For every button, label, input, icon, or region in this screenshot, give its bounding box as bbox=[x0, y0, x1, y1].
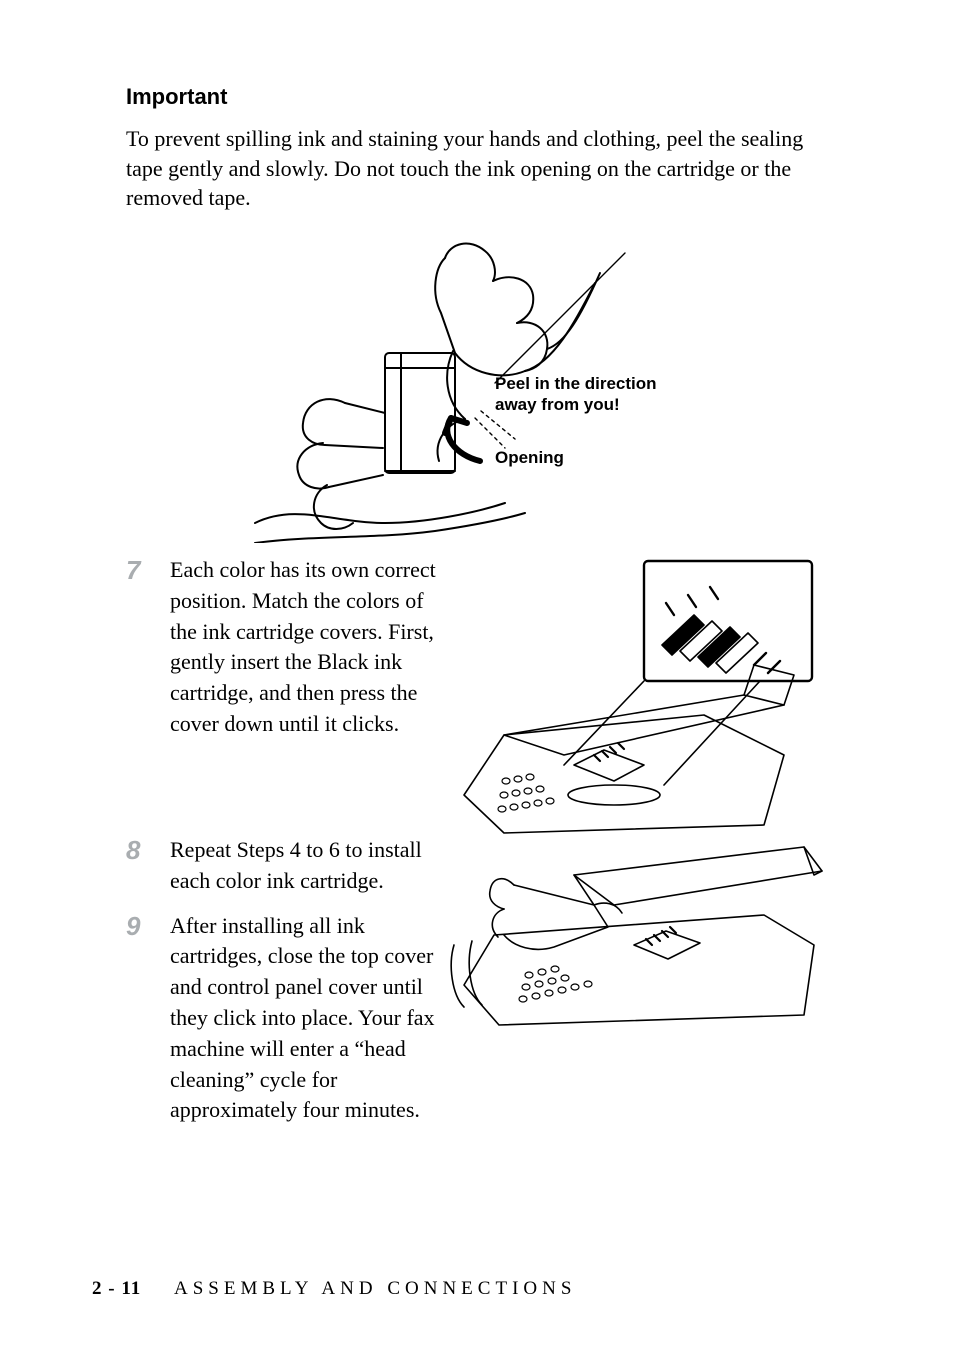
step-7-number: 7 bbox=[126, 557, 152, 583]
step-8-9-block: 8 Repeat Steps 4 to 6 to install each co… bbox=[126, 835, 824, 1132]
figure-peel-tape: Peel in the direction away from you! Ope… bbox=[195, 223, 755, 543]
page-number: 2 - 11 bbox=[92, 1278, 141, 1299]
step-9-text: After installing all ink cartridges, clo… bbox=[170, 911, 436, 1127]
intro-paragraph: To prevent spilling ink and staining you… bbox=[126, 124, 824, 213]
step-7-block: 7 Each color has its own correct positio… bbox=[126, 555, 824, 835]
figure-close-cover bbox=[444, 835, 824, 1035]
callout-peel-direction: Peel in the direction away from you! bbox=[495, 373, 695, 416]
page-footer: 2 - 11 ASSEMBLY AND CONNECTIONS bbox=[92, 1278, 576, 1300]
step-8-text: Repeat Steps 4 to 6 to install each colo… bbox=[170, 835, 436, 897]
step-7-text: Each color has its own correct position.… bbox=[170, 555, 436, 740]
important-heading: Important bbox=[126, 84, 824, 110]
section-title: ASSEMBLY AND CONNECTIONS bbox=[174, 1278, 576, 1299]
step-8-number: 8 bbox=[126, 837, 152, 863]
callout-opening: Opening bbox=[495, 447, 564, 468]
figure-insert-cartridge bbox=[444, 555, 824, 835]
step-9-number: 9 bbox=[126, 913, 152, 939]
